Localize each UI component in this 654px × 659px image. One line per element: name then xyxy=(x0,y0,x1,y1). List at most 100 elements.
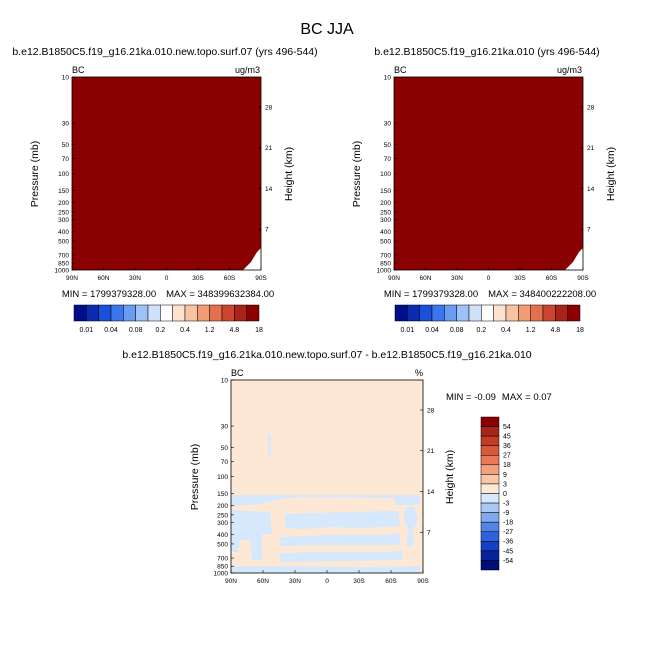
colorbar-label: 3 xyxy=(503,481,507,488)
panel-difference-title: b.e12.B1850C5.f19_g16.21ka.010.new.topo.… xyxy=(122,349,531,361)
colorbar-box xyxy=(110,304,124,322)
panel-difference-max-value: 0.07 xyxy=(533,392,552,403)
colorbar-box xyxy=(493,304,507,322)
panel-case-ylabel: Pressure (mb) xyxy=(29,141,41,208)
panel-control-variable: BC xyxy=(394,65,407,75)
colorbar-box xyxy=(172,304,186,322)
panel-control-xaxis: 90N 60N 30N 0 30S 60S 90S xyxy=(388,267,589,282)
panel-case-colorbar: 0.01 0.04 0.08 0.2 0.4 1.2 4.8 18 xyxy=(73,304,263,334)
y-tick-label: 150 xyxy=(58,188,69,195)
colorbar-label: -9 xyxy=(503,510,509,517)
colorbar-label: 4.8 xyxy=(229,327,239,334)
panel-difference-variable: BC xyxy=(231,368,244,378)
panel-difference-xaxis: 90N 60N 30N 0 30S 60S 90S xyxy=(225,570,429,585)
colorbar-box xyxy=(480,455,500,466)
colorbar-box xyxy=(73,304,87,322)
panel-case-title: b.e12.B1850C5.f19_g16.21ka.010.new.topo.… xyxy=(12,46,317,58)
y-tick-label: 10 xyxy=(221,377,229,384)
colorbar-label: 0.2 xyxy=(476,327,486,334)
y2-tick-label: 21 xyxy=(587,145,595,152)
colorbar-box xyxy=(480,521,500,532)
colorbar-box xyxy=(221,304,235,322)
panel-difference-stats: MIN = -0.09 MAX = 0.07 xyxy=(446,392,552,403)
colorbar-box xyxy=(530,304,544,322)
x-tick-label: 30N xyxy=(129,275,141,282)
colorbar-label: 0.04 xyxy=(104,327,118,334)
y-tick-label: 300 xyxy=(58,217,69,224)
panel-case-xaxis: 90N 60N 30N 0 30S 60S 90S xyxy=(66,267,267,282)
panel-control-min-label: MIN = xyxy=(384,289,412,300)
panel-difference-y2axis: 28 21 14 7 xyxy=(420,407,435,537)
colorbar-label: 9 xyxy=(503,472,507,479)
x-tick-label: 60S xyxy=(224,275,236,282)
y2-tick-label: 21 xyxy=(427,448,435,455)
colorbar-label: 0.01 xyxy=(80,327,94,334)
x-tick-label: 30N xyxy=(451,275,463,282)
y-tick-label: 100 xyxy=(58,171,69,178)
panel-case-stats: MIN = 1799379328.00 MAX = 34839963238​4.0… xyxy=(62,289,274,300)
colorbar-box xyxy=(542,304,556,322)
y-tick-label: 250 xyxy=(217,512,228,519)
colorbar-box xyxy=(197,304,210,322)
x-tick-label: 0 xyxy=(487,275,491,282)
y-tick-label: 500 xyxy=(58,238,69,245)
y2-tick-label: 28 xyxy=(587,104,595,111)
colorbar-box xyxy=(555,304,568,322)
panel-control-terrain-mask xyxy=(565,248,583,270)
panel-case-y2axis: 28 21 14 7 xyxy=(258,104,273,234)
y-tick-label: 850 xyxy=(217,564,228,571)
colorbar-label: 27 xyxy=(503,453,511,460)
panel-difference-max-label: MAX = xyxy=(502,392,533,403)
colorbar-box xyxy=(468,304,482,322)
colorbar-label: 0.08 xyxy=(129,327,143,334)
colorbar-box xyxy=(160,304,173,322)
x-tick-label: 60N xyxy=(257,578,269,585)
y2-tick-label: 28 xyxy=(427,407,435,414)
y-tick-label: 200 xyxy=(380,200,391,207)
panel-control-max-value: 348400222208.00 xyxy=(520,289,597,300)
y-tick-label: 30 xyxy=(384,120,392,127)
colorbar-label: 0.08 xyxy=(450,327,464,334)
y-tick-label: 100 xyxy=(380,171,391,178)
y2-tick-label: 14 xyxy=(587,186,595,193)
colorbar-box xyxy=(135,304,149,322)
y-tick-label: 150 xyxy=(380,188,391,195)
panel-control-ylabel: Pressure (mb) xyxy=(351,141,363,208)
y2-tick-label: 7 xyxy=(427,530,431,537)
y-tick-label: 700 xyxy=(217,555,228,562)
colorbar-box xyxy=(86,304,99,322)
y-tick-label: 30 xyxy=(221,423,229,430)
colorbar-box xyxy=(480,445,500,456)
colorbar-label: 1.2 xyxy=(205,327,215,334)
y2-tick-label: 14 xyxy=(265,186,273,193)
y-tick-label: 500 xyxy=(217,541,228,548)
y2-tick-label: 7 xyxy=(265,227,269,234)
y-tick-label: 1000 xyxy=(55,267,70,274)
colorbar-label: -18 xyxy=(503,520,513,527)
panel-case-field xyxy=(72,77,261,270)
colorbar-box xyxy=(480,550,500,561)
neg-patch xyxy=(268,434,271,456)
colorbar-box xyxy=(431,304,445,322)
colorbar-box xyxy=(480,416,500,427)
colorbar-box xyxy=(209,304,223,322)
y-tick-label: 400 xyxy=(217,532,228,539)
panel-control-min-value: 1799379328.00 xyxy=(412,289,478,300)
colorbar-label: 45 xyxy=(503,434,511,441)
colorbar-box xyxy=(184,304,198,322)
x-tick-label: 30S xyxy=(514,275,526,282)
panel-case-terrain-mask xyxy=(243,248,261,270)
panel-case-max-label: MAX = xyxy=(166,289,197,300)
y2-tick-label: 28 xyxy=(265,104,273,111)
colorbar-box xyxy=(480,483,500,494)
y-tick-label: 300 xyxy=(380,217,391,224)
colorbar-box xyxy=(480,560,500,571)
panel-case: b.e12.B1850C5.f19_g16.21ka.010.new.topo.… xyxy=(12,46,317,334)
panel-difference-negative-patches xyxy=(231,434,420,573)
panel-case-units: ug/m3 xyxy=(235,65,260,75)
colorbar-label: 54 xyxy=(503,424,511,431)
x-tick-label: 60N xyxy=(420,275,432,282)
panel-control: b.e12.B1850C5.f19_g16.21ka.010 (yrs 496-… xyxy=(351,46,617,334)
